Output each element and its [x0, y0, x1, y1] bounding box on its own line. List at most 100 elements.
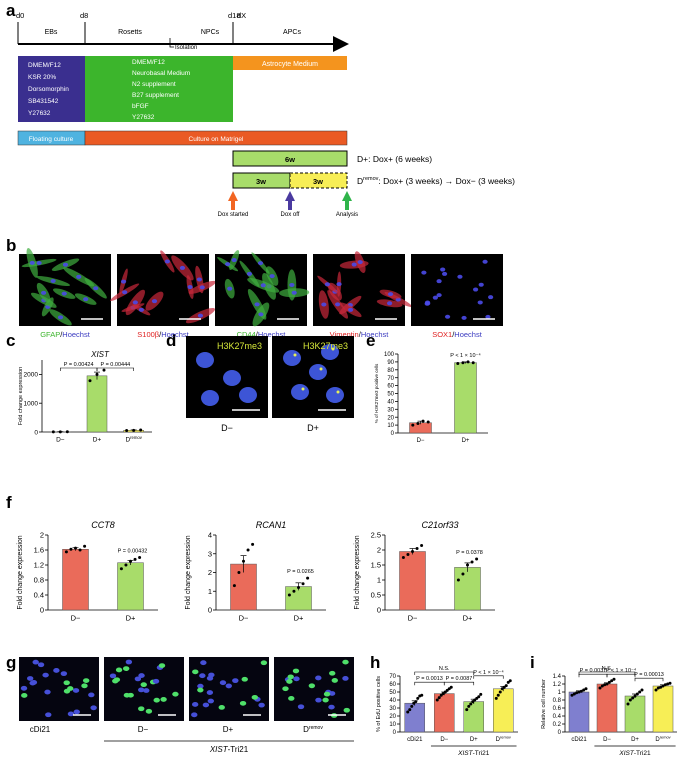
- nucleus: [242, 677, 248, 682]
- panel-label-i: i: [530, 653, 535, 672]
- nucleus: [232, 258, 237, 262]
- y-tick-label: 0.4: [34, 591, 44, 600]
- medium3-label: Astrocyte Medium: [262, 61, 318, 68]
- y-tick-label: 2: [377, 546, 381, 555]
- nucleus: [258, 261, 263, 265]
- nucleus: [197, 688, 203, 693]
- y-tick-label: 1.4: [553, 674, 562, 680]
- nucleus: [51, 279, 56, 283]
- y-tick-label: 80: [387, 368, 394, 374]
- data-point: [132, 429, 135, 432]
- bar-h-2: [464, 702, 484, 732]
- culture1-label: Floating culture: [29, 136, 74, 143]
- x-tick-text: cDi21: [571, 737, 587, 743]
- data-point: [634, 695, 637, 698]
- y-tick-label: 70: [389, 674, 396, 680]
- nucleus: [153, 679, 159, 684]
- y-tick-label: 90: [387, 360, 394, 366]
- x-tick-text: D+: [126, 614, 136, 623]
- significance-bracket: [635, 678, 663, 681]
- x-tick-label: D−: [56, 437, 65, 444]
- bar-h-0: [405, 703, 425, 732]
- p-value-annotation: P < 1 × 10⁻⁴: [473, 669, 504, 676]
- data-point: [479, 693, 482, 696]
- nucleus: [152, 299, 157, 303]
- y-tick-label: 1.2: [553, 682, 562, 688]
- data-point: [74, 547, 77, 550]
- x-tick-sup: remov: [660, 735, 671, 740]
- x-tick-label: D−: [71, 614, 81, 623]
- nucleus: [270, 274, 275, 278]
- y-tick-label: 1.5: [371, 561, 381, 570]
- nucleus: [124, 693, 130, 698]
- x-tick-label: D+: [462, 438, 470, 444]
- x-tick-label: D+: [126, 614, 136, 623]
- nucleus: [342, 660, 348, 665]
- nucleus: [258, 312, 263, 316]
- edu-image: [274, 657, 354, 721]
- image-label-text: D+: [223, 725, 234, 734]
- p-value-annotation: N.S.: [602, 666, 613, 672]
- nucleus: [203, 703, 209, 708]
- nucleus: [81, 683, 87, 688]
- data-point: [416, 547, 419, 550]
- micrograph-s100: S100β/Hoechst: [109, 249, 217, 339]
- data-point: [456, 362, 459, 365]
- p-value-annotation: P = 0.00432: [118, 549, 148, 555]
- y-tick-label: 2: [40, 531, 44, 540]
- y-tick-label: 60: [389, 682, 396, 688]
- nucleus: [223, 370, 241, 386]
- x-tick-label: D−: [408, 614, 418, 623]
- x-tick-text: D+: [462, 438, 470, 444]
- data-point: [125, 429, 128, 432]
- nucleus: [200, 285, 205, 289]
- micrograph-cd44: CD44/Hoechst: [215, 249, 309, 339]
- significance-bracket: [415, 682, 445, 685]
- data-point: [233, 584, 236, 587]
- x-tick-label: D+: [470, 737, 478, 743]
- dox-start-arrow-icon: [228, 191, 238, 210]
- nucleus: [83, 678, 89, 683]
- micrograph-caption: GFAP/Hoechst: [40, 330, 91, 339]
- medium1-line1: DMEM/F12: [28, 62, 61, 69]
- y-tick-label: 40: [389, 698, 396, 704]
- data-point: [450, 686, 453, 689]
- p-value-annotation: P = 0.0378: [456, 550, 483, 556]
- counterstain-name: Hoechst: [454, 330, 482, 339]
- nucleus: [255, 302, 260, 306]
- data-point: [497, 694, 500, 697]
- data-point: [406, 553, 409, 556]
- y-tick-label: 1: [558, 690, 562, 696]
- y-tick-label: 0.8: [553, 698, 562, 704]
- group-label: XIST-Tri21: [209, 745, 249, 754]
- nucleus: [201, 390, 219, 406]
- nucleus: [240, 701, 246, 706]
- nucleus: [198, 314, 203, 318]
- data-point: [292, 590, 295, 593]
- panel-label-b: b: [6, 236, 16, 255]
- nucleus: [293, 676, 299, 681]
- chart-title: C21orf33: [421, 520, 458, 530]
- stage-ebs: EBs: [45, 29, 58, 36]
- h3k27me3-focus: [302, 388, 305, 391]
- nucleus: [172, 692, 178, 697]
- h3k27me3-label-dplus: H3K27me3: [303, 341, 348, 351]
- stage-rosetts: Rosetts: [118, 29, 142, 36]
- chart-title: CCT8: [91, 520, 115, 530]
- nucleus: [44, 690, 50, 695]
- stage-apcs: APCs: [283, 29, 301, 36]
- data-point: [461, 361, 464, 364]
- dox-3w-off-label: 3w: [313, 177, 323, 186]
- bar-i-3: [653, 686, 673, 732]
- y-axis-label: Relative cell number: [541, 679, 547, 729]
- nucleus: [208, 699, 214, 704]
- y-tick-label: 0.4: [553, 714, 562, 720]
- nucleus: [27, 676, 33, 681]
- data-point: [406, 711, 409, 714]
- y-tick-label: 0: [377, 606, 381, 615]
- data-point: [641, 689, 644, 692]
- nucleus: [348, 308, 353, 312]
- y-tick-label: 1: [377, 576, 381, 585]
